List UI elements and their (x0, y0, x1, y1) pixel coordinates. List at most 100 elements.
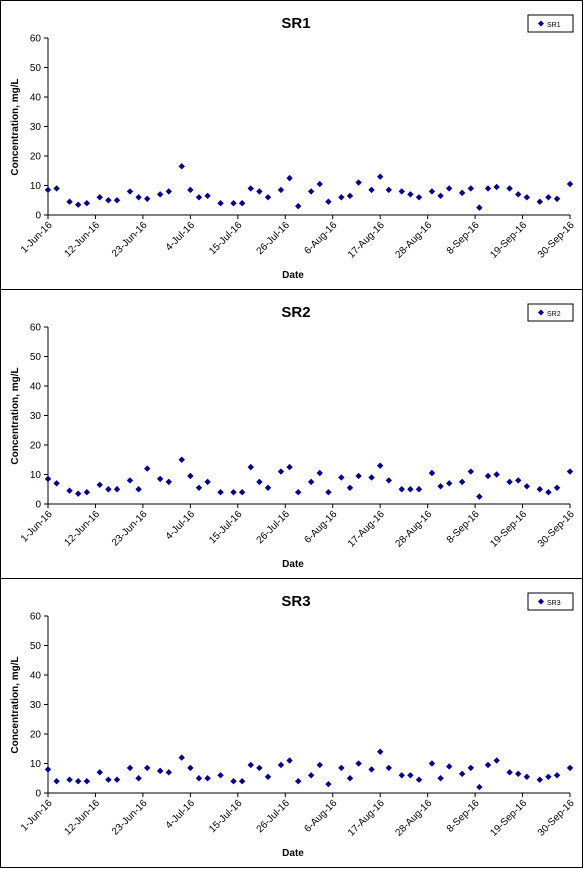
data-point (66, 776, 73, 783)
y-tick-label: 40 (30, 93, 42, 104)
data-point (458, 478, 466, 486)
data-point (484, 472, 492, 480)
data-point (437, 192, 444, 200)
data-point (458, 770, 466, 778)
data-point (247, 185, 254, 192)
data-point (156, 767, 164, 775)
x-tick-label: 26-Jul-16 (255, 509, 293, 547)
data-point (217, 772, 224, 779)
legend-box (527, 14, 574, 33)
data-point (407, 486, 414, 493)
y-tick-label: 10 (30, 759, 42, 770)
data-point (307, 772, 315, 779)
data-point (238, 778, 246, 785)
data-point (476, 783, 483, 791)
data-point (264, 194, 272, 201)
data-point (325, 780, 332, 788)
y-tick-label: 10 (30, 181, 42, 192)
data-point (144, 465, 151, 472)
data-point (385, 186, 393, 194)
data-point (368, 766, 375, 773)
x-tick-label: 1-Jun-16 (19, 509, 55, 545)
chart-svg: SR2 Concentration, mg/L Date 0 10 20 30 40 50… (10, 303, 577, 570)
data-point (96, 481, 103, 489)
data-point (96, 194, 103, 201)
y-ticks: 0 10 20 30 40 50 60 (30, 612, 48, 800)
data-point (467, 185, 474, 192)
data-point (385, 764, 393, 772)
x-tick-label: 8-Sep-16 (445, 220, 482, 257)
data-point (398, 188, 405, 195)
data-point (566, 764, 574, 772)
x-tick-label: 8-Sep-16 (445, 509, 482, 546)
data-point (195, 775, 203, 782)
y-tick-label: 40 (30, 671, 42, 682)
y-tick-label: 60 (30, 323, 42, 334)
data-point (368, 474, 375, 481)
data-point (105, 776, 112, 783)
data-point (515, 191, 522, 198)
chart-svg: SR3 Concentration, mg/L Date 0 10 20 30 40 50… (10, 592, 577, 859)
data-point (277, 761, 285, 769)
data-point (515, 770, 522, 778)
y-tick-label: 20 (30, 441, 42, 452)
data-point (66, 198, 73, 205)
data-point (126, 764, 134, 772)
x-axis-label: Date (282, 848, 304, 859)
y-tick-label: 0 (35, 211, 41, 222)
data-point (204, 192, 211, 200)
legend-marker (538, 20, 544, 27)
x-tick-label: 26-Jul-16 (255, 220, 293, 258)
y-tick-label: 30 (30, 700, 42, 711)
x-tick-label: 1-Jun-16 (19, 798, 55, 834)
data-point (165, 769, 172, 776)
legend-marker (538, 598, 544, 605)
x-tick-label: 12-Jun-16 (62, 798, 102, 838)
data-point (113, 197, 121, 204)
y-tick-label: 20 (30, 152, 42, 163)
data-point (536, 776, 544, 783)
data-point (536, 198, 544, 205)
data-point (376, 462, 384, 469)
data-point (178, 456, 185, 463)
x-tick-label: 19-Sep-16 (488, 220, 529, 261)
data-point (247, 761, 254, 769)
data-point (295, 778, 302, 785)
data-point (355, 472, 362, 480)
data-point (204, 775, 211, 782)
data-point (295, 489, 302, 496)
data-point (238, 489, 246, 496)
y-tick-label: 60 (30, 34, 42, 45)
x-axis-label: Date (282, 559, 304, 570)
data-point (83, 489, 91, 496)
data-point (415, 486, 423, 493)
data-point (506, 478, 513, 486)
data-point (316, 469, 323, 477)
legend-label: SR2 (547, 311, 561, 318)
data-point (44, 475, 52, 483)
data-point (256, 478, 263, 486)
data-point (493, 471, 500, 478)
data-point (355, 179, 362, 186)
data-point (286, 757, 293, 764)
x-tick-label: 15-Jul-16 (207, 220, 245, 258)
y-tick-label: 50 (30, 641, 42, 652)
x-tick-label: 23-Jun-16 (110, 509, 150, 549)
data-point (428, 188, 436, 195)
data-point (553, 195, 561, 202)
data-point (493, 183, 500, 191)
data-point (295, 202, 302, 210)
y-tick-label: 20 (30, 730, 42, 741)
data-point (230, 489, 237, 496)
x-tick-label: 4-Jul-16 (164, 509, 198, 543)
data-point (165, 478, 172, 486)
data-point (458, 189, 466, 197)
data-point (506, 769, 513, 776)
x-tick-label: 19-Sep-16 (488, 509, 529, 550)
x-tick-label: 17-Aug-16 (346, 798, 387, 839)
data-point (346, 484, 354, 491)
data-point (178, 163, 185, 170)
data-point (415, 776, 423, 783)
x-ticks: 1-Jun-16 12-Jun-16 23-Jun-16 4-Jul-16 15-Jul… (19, 504, 577, 550)
y-tick-label: 10 (30, 470, 42, 481)
